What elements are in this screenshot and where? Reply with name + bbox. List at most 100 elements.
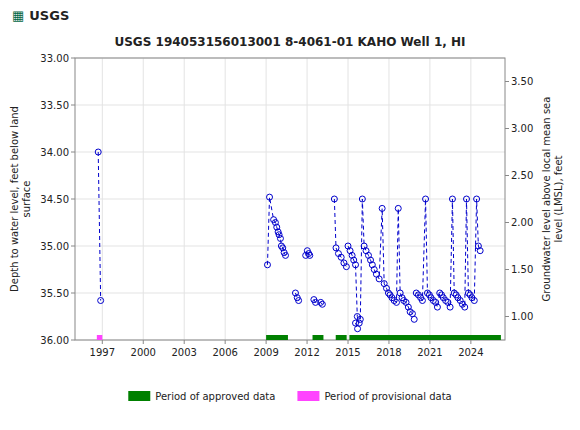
data-line (348, 246, 359, 323)
y2-tick-label: 1.50 (511, 264, 533, 275)
period-bar (349, 335, 501, 340)
y2-tick (505, 81, 509, 82)
legend: Period of approved dataPeriod of provisi… (128, 391, 451, 402)
y2-tick-label: 3.00 (511, 123, 533, 134)
grid-line-y (75, 105, 505, 106)
x-tick (429, 340, 430, 344)
y2-tick-label: 3.50 (511, 76, 533, 87)
legend-label: Period of provisional data (324, 391, 451, 402)
data-point (462, 304, 468, 310)
y-axis-label: Depth to water level, feet below landsur… (9, 106, 32, 292)
chart: ▦ USGS USGS 194053156013001 8-4061-01 KAHO… (0, 0, 580, 430)
data-point (318, 299, 324, 305)
data-point (477, 248, 483, 254)
y-tick (71, 152, 75, 153)
x-tick-label: 2003 (171, 347, 196, 358)
x-tick-label: 2000 (131, 347, 156, 358)
y2-tick-label: 2.50 (511, 170, 533, 181)
data-line (334, 199, 346, 267)
x-tick (143, 340, 144, 344)
data-point (449, 196, 455, 202)
x-tick-label: 2018 (376, 347, 401, 358)
x-tick-label: 2009 (253, 347, 278, 358)
y-tick-label: 34.50 (40, 194, 69, 205)
legend-swatch (128, 391, 150, 401)
period-bar (313, 335, 324, 340)
plot-data (95, 149, 501, 340)
data-point (447, 304, 453, 310)
x-tick (388, 340, 389, 344)
data-line (416, 199, 429, 301)
x-tick (266, 340, 267, 344)
y-axis-label-line: Depth to water level, feet below land (9, 106, 20, 292)
data-point (409, 311, 415, 317)
data-line (374, 208, 388, 293)
x-tick (184, 340, 185, 344)
y2-tick (505, 222, 509, 223)
x-tick-label: 2015 (335, 347, 360, 358)
data-point (355, 326, 361, 332)
data-point (434, 304, 440, 310)
data-point (471, 298, 477, 304)
grid (75, 58, 505, 340)
y2-axis-label: Groundwater level above local mean seale… (541, 97, 564, 302)
data-point (395, 205, 401, 211)
data-point (376, 276, 382, 282)
y-tick-label: 33.50 (40, 100, 69, 111)
data-point (464, 196, 470, 202)
data-line (390, 208, 402, 302)
data-point (296, 298, 302, 304)
y2-tick-label: 1.00 (511, 311, 533, 322)
y2-tick (505, 175, 509, 176)
x-tick-label: 2024 (458, 347, 483, 358)
y2-tick (505, 269, 509, 270)
y-tick-label: 34.00 (40, 147, 69, 158)
y-tick-label: 35.50 (40, 288, 69, 299)
y-tick (71, 246, 75, 247)
data-line (443, 199, 456, 307)
header-annotation: USGS (29, 8, 69, 23)
y-tick (71, 105, 75, 106)
data-point (353, 320, 359, 326)
data-point (307, 252, 313, 258)
data-point (423, 196, 429, 202)
data-line (98, 152, 100, 301)
data-point (411, 316, 417, 322)
y2-tick (505, 128, 509, 129)
data-point (331, 196, 337, 202)
y2-axis-label-line: level (LMSL), feet (553, 155, 564, 242)
grid-line-y (75, 246, 505, 247)
x-tick-label: 2006 (212, 347, 237, 358)
y-tick-label: 36.00 (40, 335, 69, 346)
x-tick (307, 340, 308, 344)
data-point (338, 254, 344, 260)
y-tick (71, 340, 75, 341)
grid-line-y (75, 293, 505, 294)
period-bar (97, 335, 102, 340)
title: USGS 194053156013001 8-4061-01 KAHO Well… (114, 35, 465, 49)
data-point (474, 196, 480, 202)
grid-line-y (75, 199, 505, 200)
data-point (343, 264, 349, 270)
data-point (267, 194, 273, 200)
x-tick-label: 1997 (90, 347, 115, 358)
x-tick (348, 340, 349, 344)
y-tick (71, 199, 75, 200)
legend-swatch (297, 391, 319, 401)
data-line (360, 199, 372, 319)
y-tick (71, 58, 75, 59)
data-point (393, 299, 399, 305)
data-point (359, 196, 365, 202)
period-bar (266, 335, 288, 340)
data-point (282, 252, 288, 258)
y2-tick-label: 2.00 (511, 217, 533, 228)
y-tick-label: 33.00 (40, 53, 69, 64)
data-point (277, 235, 283, 241)
y2-tick (505, 316, 509, 317)
x-tick (102, 340, 103, 344)
header-annotation: ▦ (12, 8, 24, 23)
axes: 1997200020032006200920122015201820212024… (40, 53, 533, 359)
data-point (419, 298, 425, 304)
x-tick (470, 340, 471, 344)
y-tick (71, 293, 75, 294)
